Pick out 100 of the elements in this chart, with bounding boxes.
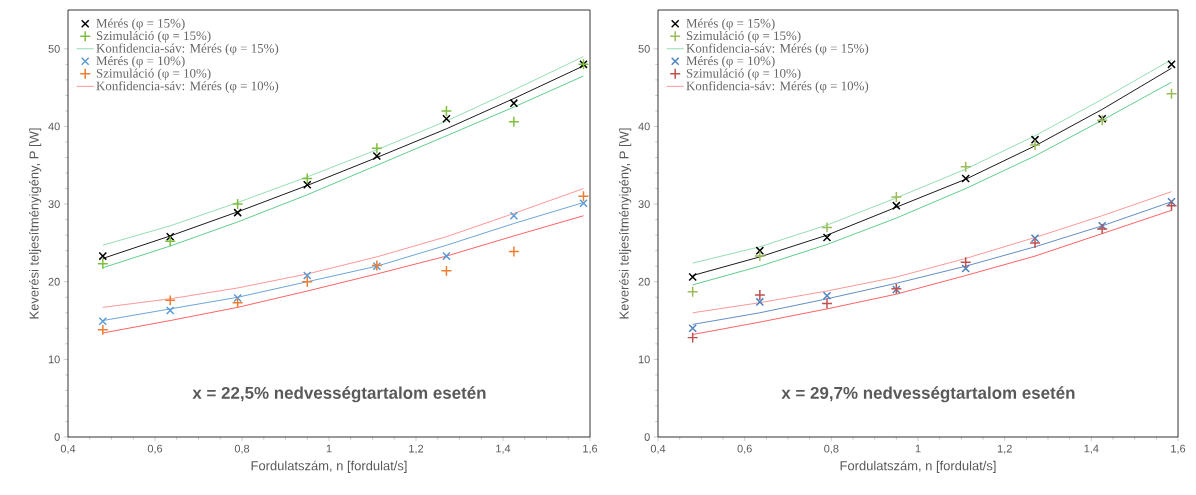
point	[302, 180, 312, 189]
point	[233, 293, 242, 303]
x-tick-label: 0,4	[60, 444, 76, 454]
point	[1097, 221, 1107, 231]
point	[959, 256, 972, 269]
point	[577, 190, 590, 203]
point	[509, 211, 519, 221]
x-tick-label: 0,4	[650, 444, 666, 454]
point	[822, 291, 832, 300]
y-tick-label: 50	[638, 44, 650, 53]
legend-label: Konfidencia-sáv: Mérés (φ = 15%)	[96, 43, 279, 56]
point	[302, 271, 312, 280]
point	[231, 198, 244, 210]
point	[755, 246, 765, 255]
x-tick-label: 0,6	[737, 444, 752, 454]
x-axis-title: Fordulatszám, n [fordulat/s]	[251, 460, 407, 473]
legend-label: Konfidencia-sáv: Mérés (φ = 10%)	[686, 81, 869, 93]
point	[1165, 88, 1178, 100]
point	[1029, 139, 1041, 151]
x-tick-label: 1,6	[1171, 444, 1186, 454]
point	[1167, 60, 1176, 69]
point	[98, 317, 108, 326]
line-series	[102, 202, 584, 321]
point	[1029, 237, 1041, 249]
point	[688, 272, 697, 282]
point	[959, 161, 972, 173]
point	[890, 191, 903, 203]
y-tick-label: 10	[48, 355, 60, 364]
legend-label: Szimuláció (φ = 15%)	[686, 30, 801, 43]
x-tick-label: 1,2	[997, 444, 1012, 454]
y-tick-label: 30	[638, 200, 650, 208]
point	[508, 245, 520, 258]
x-tick-label: 1,2	[409, 444, 424, 454]
point	[97, 258, 109, 270]
x-tick-label: 1	[326, 444, 332, 453]
point	[688, 324, 697, 333]
point	[686, 286, 699, 298]
point	[372, 151, 382, 161]
annotation: x = 22,5% nedvességtartalom esetén	[192, 386, 486, 403]
point	[442, 114, 451, 123]
point	[97, 324, 109, 336]
y-tick-label: 0	[644, 433, 650, 441]
point	[686, 331, 699, 344]
point	[579, 199, 588, 208]
point	[164, 294, 176, 307]
point	[1030, 135, 1040, 144]
y-tick-label: 20	[48, 277, 60, 286]
point	[1030, 233, 1040, 243]
legend-label: Mérés (φ = 10%)	[686, 56, 775, 68]
x-tick-label: 0,8	[824, 444, 839, 454]
point	[165, 232, 175, 241]
legend-label: Szimuláció (φ = 10%)	[686, 68, 801, 81]
y-tick-label: 50	[48, 44, 60, 53]
point	[892, 201, 901, 210]
point	[822, 233, 832, 242]
x-axis-title: Fordulatszám, n [fordulat/s]	[840, 460, 996, 473]
point	[754, 289, 766, 301]
point	[301, 172, 313, 185]
x-tick-label: 1,4	[1084, 444, 1099, 454]
annotation: x = 29,7% nedvességtartalom esetén	[781, 386, 1075, 403]
legend-label: Mérés (φ = 15%)	[686, 18, 775, 31]
point	[508, 116, 520, 128]
x-tick-label: 1,6	[583, 444, 598, 454]
y-tick-label: 20	[638, 277, 650, 286]
x-tick-label: 0,6	[147, 444, 163, 454]
point	[754, 250, 766, 262]
point	[509, 98, 519, 108]
point	[231, 296, 244, 309]
legend-label: Mérés (φ = 15%)	[96, 18, 185, 31]
line-series	[102, 215, 584, 334]
point	[961, 264, 970, 273]
y-tick-label: 40	[638, 122, 650, 131]
y-tick-label: 0	[54, 433, 60, 441]
line-series	[102, 188, 584, 308]
point	[1096, 223, 1108, 235]
point	[301, 276, 313, 288]
y-tick-label: 40	[48, 122, 60, 131]
line-series	[692, 191, 1172, 314]
point	[164, 235, 176, 248]
legend-label: Szimuláció (φ = 15%)	[96, 30, 211, 43]
legend-label: Szimuláció (φ = 10%)	[96, 68, 211, 81]
point	[371, 142, 383, 154]
y-tick-label: 10	[638, 355, 650, 364]
legend-label: Konfidencia-sáv: Mérés (φ = 10%)	[96, 81, 279, 93]
point	[821, 221, 833, 234]
point	[1165, 199, 1178, 212]
point	[440, 105, 453, 117]
point	[442, 251, 451, 261]
point	[440, 265, 453, 277]
x-tick-label: 1	[915, 444, 921, 453]
point	[961, 174, 970, 183]
legend-label: Konfidencia-sáv: Mérés (φ = 15%)	[686, 43, 869, 56]
x-tick-label: 1,4	[496, 444, 511, 454]
y-axis-title: Keverési teljesítményigény, P [W]	[28, 128, 42, 319]
legend-label: Mérés (φ = 10%)	[96, 56, 185, 68]
point	[821, 297, 833, 310]
y-axis-title: Keverési teljesítményigény, P [W]	[618, 128, 632, 319]
y-tick-label: 30	[48, 200, 60, 208]
x-tick-label: 0,8	[234, 444, 250, 454]
point	[755, 297, 765, 307]
